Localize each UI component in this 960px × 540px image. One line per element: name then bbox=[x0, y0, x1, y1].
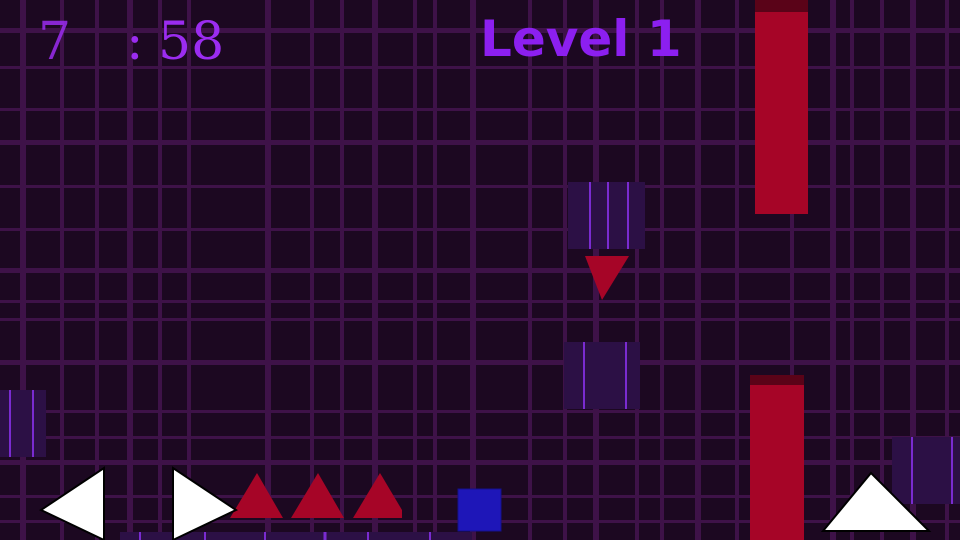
grid-line bbox=[0, 66, 960, 69]
right-arrow-button[interactable] bbox=[172, 466, 239, 540]
level-label: Level 1 bbox=[480, 10, 682, 68]
red-pillar-bottom bbox=[750, 375, 804, 540]
grid-line bbox=[0, 460, 960, 465]
platform bbox=[564, 342, 640, 409]
timer-seconds: 58 bbox=[158, 12, 225, 72]
spike-up bbox=[291, 473, 344, 518]
grid-line bbox=[0, 360, 960, 365]
spike-down bbox=[585, 256, 629, 300]
platform bbox=[568, 182, 645, 249]
player-square bbox=[457, 488, 502, 532]
grid-line bbox=[0, 228, 960, 231]
grid-line bbox=[0, 140, 960, 145]
red-pillar-top bbox=[755, 0, 808, 214]
left-arrow-button[interactable] bbox=[38, 466, 105, 540]
timer-separator: : bbox=[126, 12, 144, 72]
grid-line bbox=[0, 185, 960, 188]
grid-line bbox=[0, 28, 960, 33]
jump-arrow-button[interactable] bbox=[820, 471, 932, 532]
grid-line bbox=[0, 410, 960, 413]
grid-line bbox=[0, 300, 960, 303]
spike-up bbox=[353, 473, 402, 518]
platform bbox=[892, 437, 960, 504]
floor-platform bbox=[120, 532, 472, 540]
grid-line bbox=[0, 436, 960, 439]
grid-line bbox=[0, 108, 960, 111]
spike-up bbox=[230, 473, 283, 518]
grid-line bbox=[0, 268, 960, 273]
grid-line bbox=[0, 318, 960, 321]
platform bbox=[0, 390, 46, 457]
timer-minutes: 7 bbox=[38, 12, 72, 72]
